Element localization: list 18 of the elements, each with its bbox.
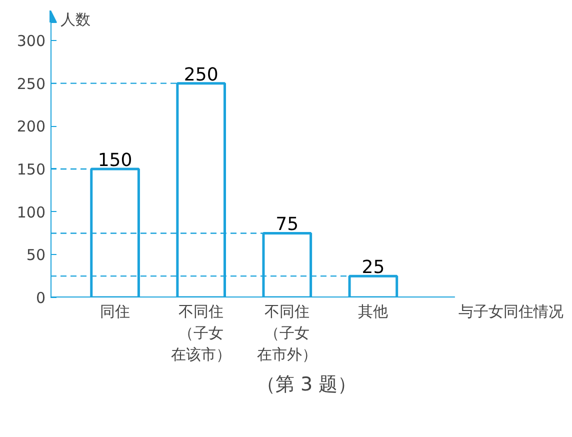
data-label: 150 xyxy=(98,150,132,171)
y-tick-label: 300 xyxy=(16,32,46,50)
x-tick-label: 同住 xyxy=(100,302,130,320)
y-axis-title: 人数 xyxy=(60,10,90,28)
x-axis-title: 与子女同住情况 xyxy=(458,302,564,320)
data-label: 25 xyxy=(362,257,385,278)
y-tick-label: 250 xyxy=(16,74,46,93)
data-label: 75 xyxy=(276,214,299,236)
y-tick-label: 100 xyxy=(16,203,46,222)
data-label: 250 xyxy=(184,64,218,86)
x-tick-label: 其他 xyxy=(358,302,388,320)
text: （第 3 题） xyxy=(256,374,357,396)
y-tick-label: 200 xyxy=(16,118,46,136)
x-tick-label: 不同住（子女在该市） xyxy=(171,302,232,364)
y-tick-label: 0 xyxy=(36,289,46,307)
y-tick-label: 50 xyxy=(26,246,46,264)
x-tick-label: 不同住（子女在市外） xyxy=(257,302,318,364)
y-tick-label: 150 xyxy=(16,160,46,178)
